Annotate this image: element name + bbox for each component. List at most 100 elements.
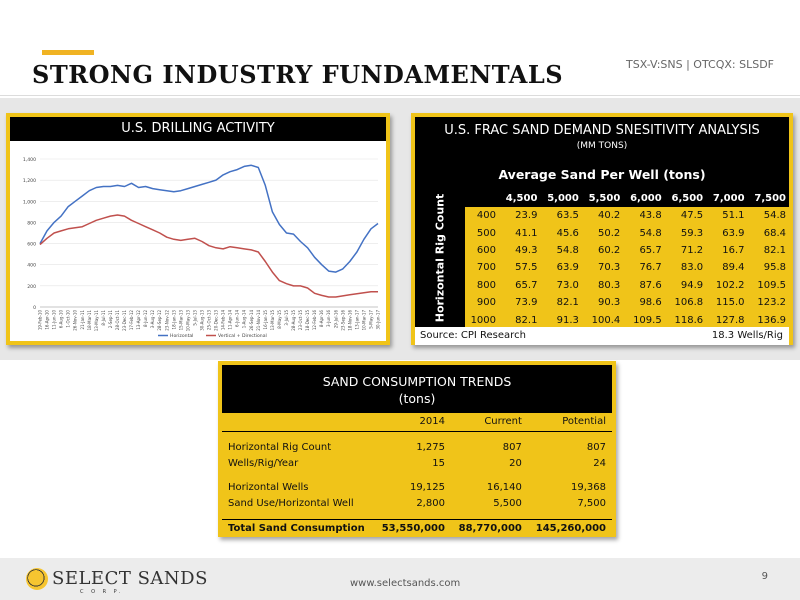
frac-cell: 68.4	[763, 227, 786, 239]
y-tick-label: 600	[27, 242, 36, 248]
drilling-activity-panel: U.S. DRILLING ACTIVITY 0 200 400 600 800 1,00…	[6, 113, 390, 345]
frac-row: 800 65.7 73.0 80.3 87.6 94.9 102.2 109.5	[465, 277, 789, 294]
frac-source: Source: CPI Research	[420, 330, 526, 341]
rig-count-axis-label: Horizontal Rig Count	[415, 189, 465, 327]
x-tick-label: 1-Oct-10	[66, 310, 71, 328]
x-tick-label: 20-Dec-13	[214, 310, 219, 331]
sand-cell: 1,275	[416, 441, 445, 453]
sand-col-header: Potential	[527, 413, 612, 432]
x-tick-label: 18-Mar-11	[87, 310, 92, 331]
sand-cell: 16,140	[486, 481, 522, 493]
y-tick-label: 0	[33, 305, 36, 311]
wells-per-rig: 18.3 Wells/Rig	[711, 330, 783, 341]
frac-cell: 54.8	[763, 210, 786, 222]
y-tick-label: 400	[27, 263, 36, 269]
sand-row: Wells/Rig/Year 15 20 24	[222, 455, 612, 471]
frac-cell: 70.3	[598, 262, 621, 274]
frac-cell: 87.6	[639, 279, 662, 291]
sand-corner-cell	[222, 413, 375, 432]
y-tick-label: 200	[27, 284, 36, 290]
frac-cell: 109.5	[633, 314, 662, 326]
frac-row: 700 57.5 63.9 70.3 76.7 83.0 89.4 95.8	[465, 259, 789, 276]
x-tick-label: 26-Nov-10	[73, 310, 78, 331]
rig-count-label-text: Horizontal Rig Count	[433, 193, 447, 323]
frac-cell: 63.5	[556, 210, 579, 222]
frac-cell: 54.8	[556, 244, 579, 256]
x-tick-label: 18-Dec-15	[305, 310, 310, 331]
frac-cell: 115.0	[715, 297, 745, 309]
frac-sand-title: U.S. FRAC SAND DEMAND SNESITIVITY ANALYS…	[444, 123, 760, 138]
frac-rig-count: 500	[476, 227, 497, 239]
sand-cell: 15	[432, 457, 445, 469]
frac-rig-count: 600	[476, 244, 497, 256]
frac-cell: 50.2	[598, 227, 621, 239]
x-tick-label: 11-Apr-14	[228, 310, 233, 330]
x-tick-label: 14-Feb-14	[221, 310, 226, 331]
frac-col-header: 7,500	[747, 189, 789, 207]
frac-cell: 91.3	[556, 314, 579, 326]
frac-row: 900 73.9 82.1 90.3 98.6 106.8 115.0 123.2	[465, 294, 789, 311]
x-tick-label: 8-Apr-16	[319, 310, 324, 328]
x-tick-label: 18-Jan-13	[171, 310, 176, 330]
x-tick-label: 23-Nov-12	[164, 310, 169, 331]
frac-cell: 47.5	[680, 210, 704, 222]
x-tick-label: 30-Jun-17	[376, 310, 381, 330]
frac-cell: 43.8	[639, 210, 662, 222]
sand-header-row: 2014 Current Potential	[222, 413, 612, 432]
sand-row-label: Sand Use/Horizontal Well	[228, 497, 354, 509]
sand-cell: 7,500	[577, 497, 606, 509]
sand-consumption-header: SAND CONSUMPTION TRENDS (tons)	[222, 365, 612, 413]
frac-cell: 51.1	[722, 210, 745, 222]
logo-subtext: C O R P.	[80, 589, 124, 595]
frac-cell: 65.7	[515, 279, 538, 291]
sand-total-cell: 88,770,000	[450, 518, 528, 537]
frac-cell: 16.7	[722, 244, 745, 256]
frac-cell: 63.9	[556, 262, 579, 274]
frac-cell: 45.6	[556, 227, 579, 239]
frac-sand-body: Average Sand Per Well (tons) Horizontal …	[415, 161, 789, 327]
frac-cell: 82.1	[763, 244, 786, 256]
x-tick-label: 13-May-11	[94, 310, 99, 332]
x-tick-label: 15-Mar-13	[178, 310, 183, 331]
y-tick-label: 800	[27, 220, 36, 226]
frac-row: 500 41.1 45.6 50.2 54.8 59.3 63.9 68.4	[465, 224, 789, 241]
sand-cell: 24	[593, 457, 606, 469]
x-tick-label: 2-Sep-11	[108, 310, 113, 329]
frac-sensitivity-table: 4,500 5,000 5,500 6,000 6,500 7,000 7,500 400 23…	[465, 189, 789, 329]
frac-cell: 90.3	[598, 297, 621, 309]
x-tick-label: 3-Aug-12	[150, 310, 155, 329]
frac-cell: 82.1	[515, 314, 538, 326]
website-link[interactable]: www.selectsands.com	[350, 578, 461, 589]
x-tick-label: 6-Aug-10	[59, 310, 64, 329]
page-title: STRONG INDUSTRY FUNDAMENTALS	[32, 60, 564, 89]
sand-row-label: Horizontal Wells	[228, 481, 309, 493]
frac-cell: 100.4	[591, 314, 621, 326]
x-tick-label: 10-May-13	[185, 310, 190, 332]
x-tick-label: 28-Oct-11	[115, 310, 120, 331]
x-tick-label: 30-Aug-13	[199, 310, 204, 331]
frac-source-row: Source: CPI Research 18.3 Wells/Rig	[415, 327, 789, 345]
sand-spacer-row	[222, 431, 612, 439]
frac-cell: 40.2	[598, 210, 621, 222]
x-tick-label: 17-Feb-12	[129, 310, 134, 331]
frac-row: 400 23.9 63.5 40.2 43.8 47.5 51.1 54.8	[465, 207, 789, 224]
frac-cell: 118.6	[674, 314, 704, 326]
sand-cell: 19,125	[409, 481, 445, 493]
frac-row: 1000 82.1 91.3 100.4 109.5 118.6 127.8 136.9	[465, 311, 789, 328]
sand-row-label: Horizontal Rig Count	[228, 441, 332, 453]
x-tick-label: 13-Jan-17	[354, 310, 359, 330]
frac-col-header: 7,000	[706, 189, 748, 207]
x-tick-label: 28-Aug-15	[291, 310, 296, 331]
frac-cell: 89.4	[722, 262, 745, 274]
frac-cell: 98.6	[639, 297, 662, 309]
x-tick-label: 21-Nov-14	[256, 310, 261, 331]
x-tick-label: 8-Jul-11	[101, 310, 106, 326]
frac-rig-count: 1000	[470, 314, 497, 326]
frac-cell: 63.9	[722, 227, 745, 239]
average-sand-header: Average Sand Per Well (tons)	[415, 161, 789, 189]
sand-spacer-row	[222, 471, 612, 479]
frac-col-header: 6,000	[623, 189, 665, 207]
drilling-activity-title: U.S. DRILLING ACTIVITY	[10, 117, 386, 141]
page-number: 9	[761, 571, 768, 582]
